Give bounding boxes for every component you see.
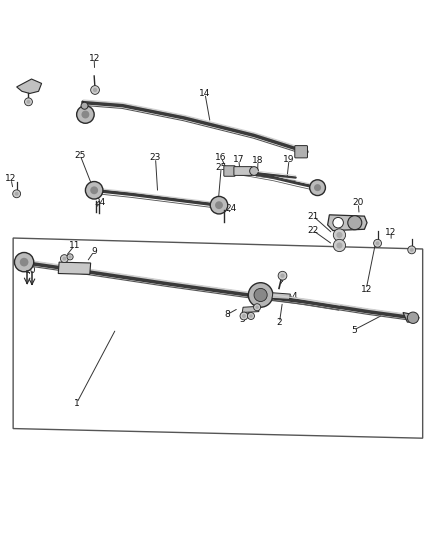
Polygon shape: [17, 79, 42, 93]
Text: 4: 4: [292, 292, 297, 301]
Circle shape: [333, 239, 346, 252]
Circle shape: [242, 314, 246, 318]
Circle shape: [67, 254, 73, 260]
Circle shape: [333, 229, 346, 241]
FancyBboxPatch shape: [295, 146, 307, 158]
Circle shape: [254, 304, 261, 311]
Circle shape: [77, 106, 94, 123]
FancyBboxPatch shape: [234, 167, 252, 175]
Circle shape: [336, 243, 343, 248]
Circle shape: [93, 88, 97, 92]
Text: 10: 10: [25, 265, 36, 274]
Polygon shape: [58, 262, 91, 274]
Circle shape: [407, 312, 419, 324]
Circle shape: [91, 86, 99, 94]
Text: 7: 7: [279, 275, 286, 284]
Text: 25: 25: [215, 163, 227, 172]
FancyBboxPatch shape: [224, 166, 235, 176]
Polygon shape: [403, 312, 419, 322]
Circle shape: [310, 180, 325, 196]
Circle shape: [249, 314, 253, 318]
Text: 12: 12: [5, 174, 17, 183]
Text: 11: 11: [69, 241, 80, 250]
Circle shape: [280, 273, 285, 278]
Circle shape: [254, 288, 267, 302]
Circle shape: [85, 182, 103, 199]
Circle shape: [314, 184, 321, 191]
Text: 6: 6: [247, 292, 253, 301]
Text: 18: 18: [252, 156, 264, 165]
Circle shape: [375, 241, 379, 245]
Text: 19: 19: [283, 155, 295, 164]
Text: 24: 24: [94, 198, 106, 207]
Text: 12: 12: [88, 54, 100, 63]
Circle shape: [247, 312, 254, 319]
Circle shape: [63, 257, 67, 261]
Circle shape: [333, 217, 343, 228]
Circle shape: [255, 305, 259, 309]
Text: 12: 12: [385, 228, 397, 237]
Text: 23: 23: [150, 154, 161, 163]
Text: 5: 5: [351, 326, 357, 335]
Circle shape: [410, 248, 413, 252]
Text: 16: 16: [215, 154, 227, 163]
Circle shape: [60, 255, 68, 263]
Text: 8: 8: [224, 310, 230, 319]
Text: 14: 14: [199, 89, 211, 98]
Circle shape: [250, 167, 258, 175]
Polygon shape: [242, 306, 259, 312]
Circle shape: [348, 216, 362, 230]
Circle shape: [13, 190, 21, 198]
Polygon shape: [272, 293, 290, 300]
Text: 25: 25: [74, 151, 86, 160]
Circle shape: [25, 98, 32, 106]
Text: 21: 21: [307, 212, 319, 221]
Circle shape: [81, 110, 89, 118]
Circle shape: [278, 271, 287, 280]
Circle shape: [336, 232, 343, 238]
Circle shape: [408, 246, 416, 254]
Circle shape: [248, 282, 273, 307]
Polygon shape: [328, 215, 367, 231]
Circle shape: [215, 201, 223, 209]
Circle shape: [14, 253, 34, 272]
Circle shape: [374, 239, 381, 247]
Text: 20: 20: [353, 198, 364, 207]
Text: 17: 17: [233, 155, 244, 164]
Circle shape: [68, 255, 71, 259]
Circle shape: [14, 192, 18, 196]
Text: 9: 9: [91, 247, 97, 256]
Text: 3: 3: [239, 314, 245, 324]
Circle shape: [20, 258, 28, 266]
Circle shape: [27, 100, 31, 104]
Circle shape: [81, 102, 88, 109]
Circle shape: [90, 187, 98, 194]
Circle shape: [240, 312, 248, 320]
Circle shape: [210, 197, 228, 214]
Text: 24: 24: [226, 204, 237, 213]
Text: 1: 1: [74, 399, 80, 408]
Text: 22: 22: [307, 226, 319, 235]
Text: 12: 12: [360, 285, 372, 294]
Text: 2: 2: [277, 318, 282, 327]
